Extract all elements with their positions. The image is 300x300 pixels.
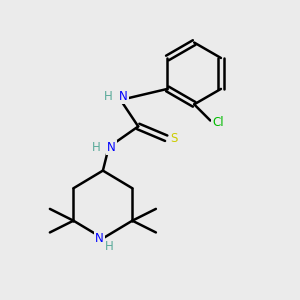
Text: N: N — [119, 91, 128, 103]
Text: Cl: Cl — [212, 116, 224, 128]
Text: H: H — [92, 141, 101, 154]
Text: S: S — [170, 132, 177, 145]
Text: N: N — [107, 141, 116, 154]
Text: H: H — [104, 91, 112, 103]
Text: H: H — [105, 240, 114, 253]
Text: N: N — [95, 232, 104, 245]
